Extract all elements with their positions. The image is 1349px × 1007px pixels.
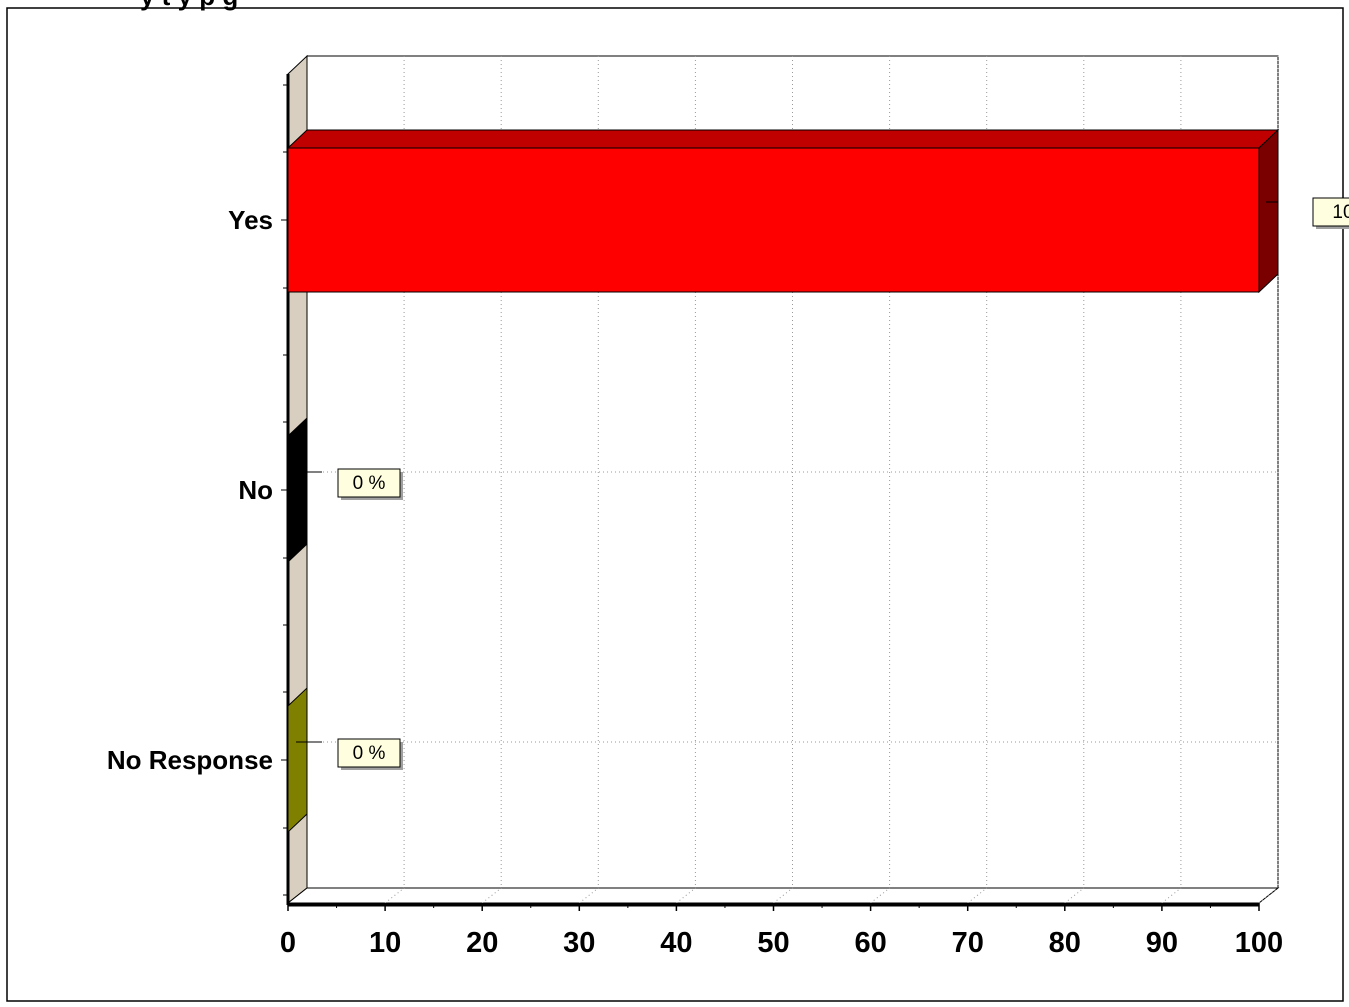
- floor-gridline: [1258, 887, 1279, 904]
- floor-gridline: [1161, 887, 1182, 904]
- x-tick-label: 20: [466, 927, 498, 959]
- grid: [307, 56, 1279, 904]
- floor-gridline: [481, 887, 502, 904]
- floor-gridline: [578, 887, 599, 904]
- x-tick-label: 50: [757, 927, 789, 959]
- x-tick-label: 10: [369, 927, 401, 959]
- floor-gridline: [384, 887, 405, 904]
- x-tick-label: 60: [854, 927, 886, 959]
- category-labels: Yes No No Response: [107, 84, 288, 896]
- x-tick-label: 30: [563, 927, 595, 959]
- x-tick-label: 100: [1235, 927, 1283, 959]
- x-tick-label: 40: [660, 927, 692, 959]
- bar-side-face: [1258, 128, 1279, 294]
- floor-gridline: [870, 887, 890, 904]
- bar-top-face: [286, 129, 1280, 149]
- data-label-box: [337, 468, 401, 498]
- chart-title: y t y p g: [140, 0, 238, 11]
- bar-no: [287, 416, 308, 564]
- data-label-box: [337, 738, 401, 768]
- x-tick-label: 0: [280, 927, 296, 959]
- bar-no-response: [287, 686, 308, 834]
- x-axis-ticks: 0 10 20 30 40 50 60 70 80 90 100: [280, 903, 1283, 959]
- x-tick-label: 70: [952, 927, 984, 959]
- x-tick-label: 90: [1146, 927, 1178, 959]
- x-tick-label: 80: [1049, 927, 1081, 959]
- data-label-box: [1312, 197, 1349, 227]
- bar-yes: [287, 147, 1260, 293]
- data-label: 0 %: [353, 743, 386, 764]
- floor-gridline: [773, 887, 793, 904]
- floor-gridline: [1064, 887, 1085, 904]
- data-label: 0 %: [353, 473, 386, 494]
- category-label: No Response: [107, 745, 273, 775]
- bars: [286, 128, 1280, 834]
- data-label: 10: [1332, 202, 1349, 223]
- category-label: Yes: [228, 205, 273, 235]
- floor-gridline: [676, 887, 696, 904]
- data-labels: 10 0 % 0 %: [296, 197, 1349, 770]
- category-label: No: [238, 475, 273, 505]
- floor-gridline: [967, 887, 988, 904]
